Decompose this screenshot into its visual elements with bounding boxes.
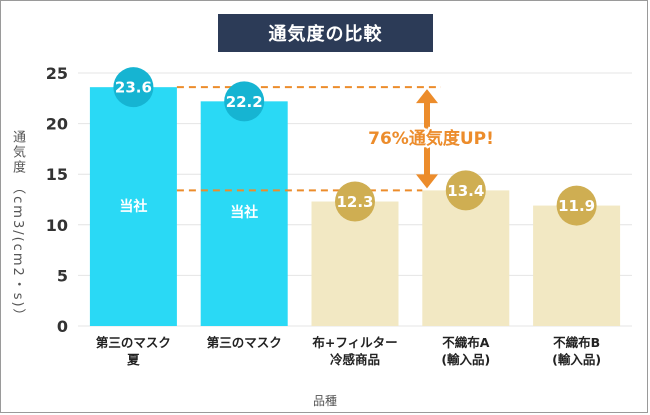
y-tick-label: 25 <box>46 64 68 83</box>
in-bar-label: 当社 <box>119 198 147 215</box>
y-tick-label: 20 <box>46 115 68 134</box>
value-label: 13.4 <box>447 182 484 200</box>
x-tick-label: 第三のマスク <box>96 335 171 350</box>
value-badge <box>113 67 154 108</box>
value-label: 22.2 <box>226 93 263 111</box>
annotation-text: 76%通気度UP! <box>368 128 494 149</box>
x-tick-label: 第三のマスク <box>207 335 282 350</box>
x-tick-label: 布+フィルター <box>312 335 397 350</box>
y-axis-label: 通気度 （cm3/(cm2・s)） <box>10 130 25 324</box>
value-badge <box>445 170 486 211</box>
bar <box>89 87 177 326</box>
x-axis-label: 品種 <box>312 394 337 408</box>
x-tick-label: 不織布B <box>553 335 600 350</box>
bar <box>533 205 621 326</box>
arrow-head-up <box>416 89 438 104</box>
value-badge <box>224 81 265 122</box>
y-tick-label: 5 <box>57 266 68 285</box>
in-bar-label: 当社 <box>230 204 258 221</box>
y-tick-label: 0 <box>57 317 68 336</box>
arrow-head-down <box>416 174 438 189</box>
value-badge <box>335 181 375 222</box>
x-tick-label: (輸入品) <box>552 352 601 367</box>
y-tick-label: 15 <box>46 165 68 184</box>
value-label: 12.3 <box>336 193 373 211</box>
value-label: 23.6 <box>115 79 152 97</box>
x-tick-label: (輸入品) <box>441 352 490 367</box>
bar <box>422 190 510 326</box>
value-badge <box>556 185 597 226</box>
x-tick-label: 夏 <box>126 352 140 367</box>
bar <box>311 201 399 326</box>
chart-title: 通気度の比較 <box>218 14 433 52</box>
x-tick-label: 冷感商品 <box>330 352 380 367</box>
x-tick-label: 不織布A <box>442 335 490 350</box>
bar <box>200 101 288 326</box>
value-label: 11.9 <box>558 197 595 215</box>
y-tick-label: 10 <box>46 216 68 235</box>
